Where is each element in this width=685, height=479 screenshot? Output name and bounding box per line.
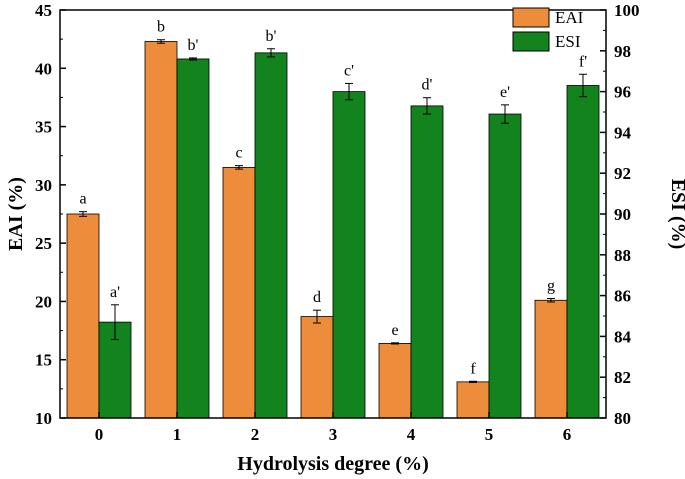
bar-eai-6 [534, 299, 568, 419]
legend-label-esi: ESI [555, 32, 581, 51]
letter-esi-2: b' [266, 28, 277, 45]
legend-label-eai: EAI [555, 8, 584, 27]
letter-esi-0: a' [110, 284, 120, 301]
letter-esi-1: b' [188, 37, 199, 54]
letter-eai-6: g [547, 278, 555, 295]
y2-tick-label-98: 98 [614, 42, 631, 61]
y-tick-label-45: 45 [35, 1, 52, 20]
letter-eai-5: f [470, 360, 476, 377]
x-tick-label-0: 0 [95, 425, 104, 444]
bar-eai-2 [222, 166, 256, 419]
bar-esi-1 [176, 58, 210, 419]
y2-tick-label-100: 100 [614, 1, 640, 20]
bar-eai-5 [456, 381, 490, 419]
bar-esi-2 [254, 52, 288, 419]
x-tick-label-2: 2 [251, 425, 260, 444]
letter-eai-1: b [157, 19, 165, 36]
bars-layer [66, 41, 600, 419]
y-tick-label-35: 35 [35, 118, 52, 137]
letter-esi-5: e' [500, 84, 510, 101]
bar-esi-5 [488, 113, 522, 419]
bar-esi-6 [566, 85, 600, 419]
y2-tick-label-84: 84 [614, 327, 632, 346]
legend: EAI ESI [512, 7, 584, 52]
x-axis-title: Hydrolysis degree (%) [237, 453, 428, 475]
y-tick-label-25: 25 [35, 234, 52, 253]
letter-eai-0: a [79, 191, 86, 208]
y2-tick-label-90: 90 [614, 205, 631, 224]
bar-eai-4 [378, 342, 412, 419]
y-tick-label-15: 15 [35, 351, 52, 370]
x-tick-label-6: 6 [563, 425, 572, 444]
x-tick-label-5: 5 [485, 425, 494, 444]
letter-esi-3: c' [344, 62, 354, 79]
x-tick-label-1: 1 [173, 425, 182, 444]
y2-axis-title: ESI (%) [667, 179, 685, 250]
bar-eai-1 [144, 41, 178, 419]
legend-swatch-esi [512, 31, 550, 52]
y-tick-label-30: 30 [35, 176, 52, 195]
y-tick-label-10: 10 [35, 409, 52, 428]
bar-eai-0 [66, 213, 100, 419]
y2-tick-label-94: 94 [614, 123, 632, 142]
y-tick-label-20: 20 [35, 292, 52, 311]
y2-tick-label-86: 86 [614, 287, 631, 306]
y-tick-label-40: 40 [35, 59, 52, 78]
x-tick-label-4: 4 [407, 425, 416, 444]
letter-esi-6: f' [579, 53, 587, 70]
bar-eai-3 [300, 316, 334, 419]
significance-letters-layer: a b c d e f g a' b' b' c' d' e' f' [79, 19, 587, 378]
letter-eai-2: c [235, 145, 242, 162]
axes-layer: 1015202530354045808284868890929496981000… [35, 1, 640, 444]
y-axis-title: EAI (%) [5, 177, 27, 251]
y2-tick-label-88: 88 [614, 246, 631, 265]
y2-tick-label-92: 92 [614, 164, 631, 183]
x-tick-label-3: 3 [329, 425, 338, 444]
letter-eai-3: d [313, 289, 321, 306]
bar-esi-4 [410, 105, 444, 419]
y2-tick-label-80: 80 [614, 409, 631, 428]
letter-eai-4: e [391, 322, 398, 339]
bar-esi-3 [332, 91, 366, 419]
letter-esi-4: d' [422, 77, 433, 94]
y2-tick-label-96: 96 [614, 83, 631, 102]
legend-swatch-eai [512, 7, 550, 28]
error-bars-layer [79, 39, 587, 383]
y2-tick-label-82: 82 [614, 368, 631, 387]
